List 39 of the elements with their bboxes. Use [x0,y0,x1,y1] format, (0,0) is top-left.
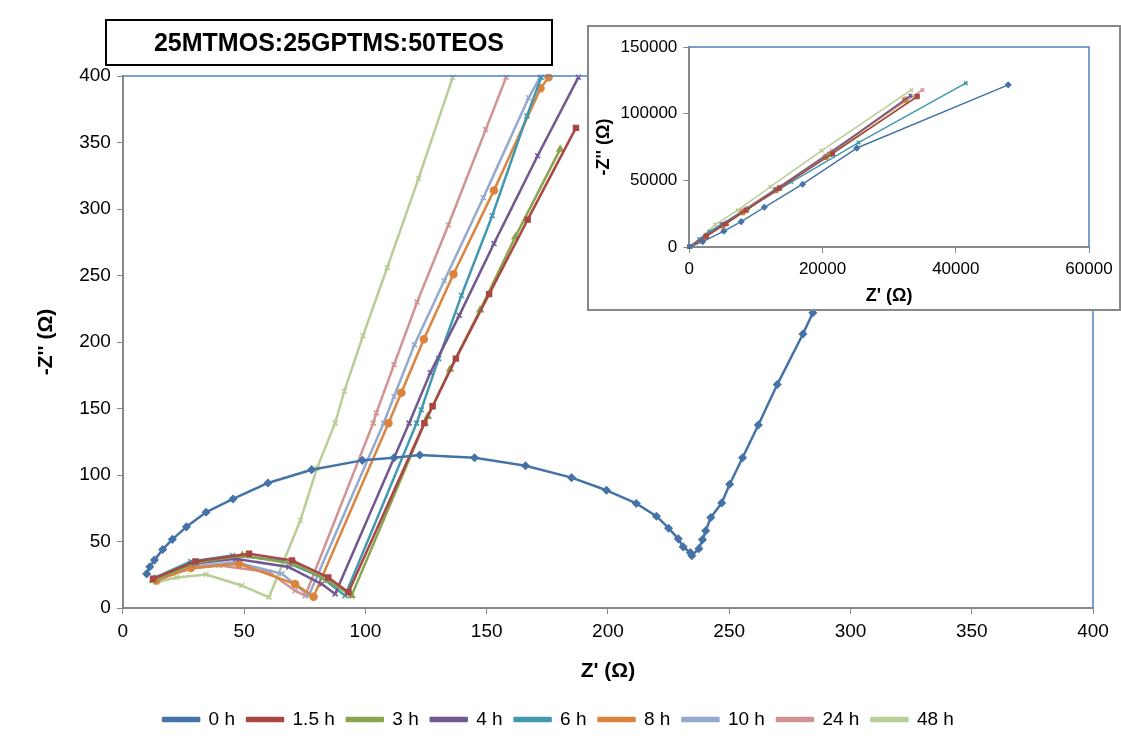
y-axis-title: -Z'' (Ω) [33,308,57,376]
y-tick-label: 0 [667,236,678,256]
x-tick-label: 20000 [798,258,847,278]
legend-label: 1.5 h [292,707,335,729]
x-tick-label: 0 [117,619,129,641]
legend-label: 4 h [476,707,503,729]
y-tick-label: 350 [79,130,111,152]
legend-label: 24 h [822,707,860,729]
x-tick-label: 400 [1077,619,1109,641]
legend-label: 6 h [560,707,587,729]
x-tick-label: 200 [592,619,624,641]
y-tick-label: 50 [89,529,111,551]
x-tick-label: 300 [834,619,867,641]
y-tick-label: 400 [79,64,111,86]
y-tick-label: 100 [79,463,111,485]
legend-label: 8 h [644,707,671,729]
x-tick-label: 250 [713,619,746,641]
y-tick-label: 100000 [620,103,678,123]
y-tick-label: 0 [100,596,111,618]
x-tick-label: 100 [349,619,382,641]
x-axis-title: Z' (Ω) [865,285,913,306]
y-tick-label: 200 [79,330,111,352]
y-tick-label: 300 [79,197,111,219]
x-tick-label: 50 [233,619,255,641]
x-tick-label: 150 [470,619,503,641]
legend-label: 10 h [727,707,765,729]
x-tick-label: 60000 [1065,258,1113,278]
x-tick-label: 40000 [932,258,980,278]
legend-label: 0 h [208,707,236,729]
x-tick-label: 0 [684,258,695,278]
x-tick-label: 350 [955,619,988,641]
y-axis-title: -Z'' (Ω) [592,118,613,176]
legend-label: 3 h [392,707,419,729]
chart-title: 25MTMOS:25GPTMS:50TEOS [105,19,553,66]
y-tick-label: 50000 [630,170,678,190]
x-axis-title: Z' (Ω) [580,658,636,682]
legend-label: 48 h [916,707,954,729]
y-tick-label: 150000 [620,36,678,56]
y-tick-label: 150 [79,396,111,418]
